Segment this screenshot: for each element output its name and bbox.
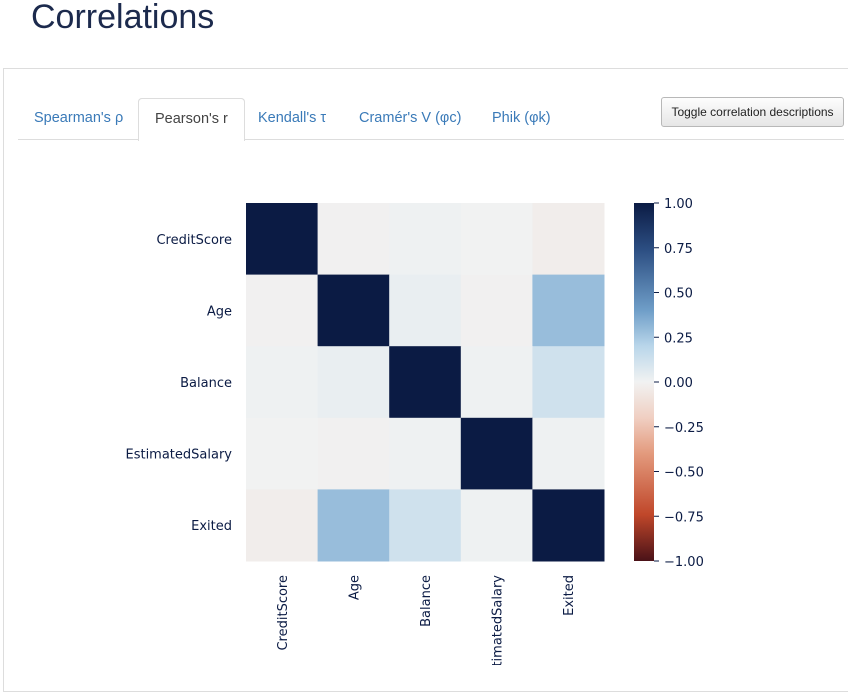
page-title: Correlations — [31, 0, 215, 36]
tab-kendall[interactable]: Kendall's τ — [258, 110, 327, 126]
tab-phik[interactable]: Phik (φk) — [492, 110, 551, 126]
toggle-correlation-descriptions-button[interactable]: Toggle correlation descriptions — [661, 97, 844, 127]
tab-bar-divider — [18, 139, 844, 140]
correlations-panel — [3, 68, 848, 692]
tab-cramers-v[interactable]: Cramér's V (φc) — [359, 110, 462, 126]
tab-pearson-overlay[interactable]: Pearson's r — [138, 98, 245, 141]
tab-spearman[interactable]: Spearman's ρ — [34, 110, 124, 126]
